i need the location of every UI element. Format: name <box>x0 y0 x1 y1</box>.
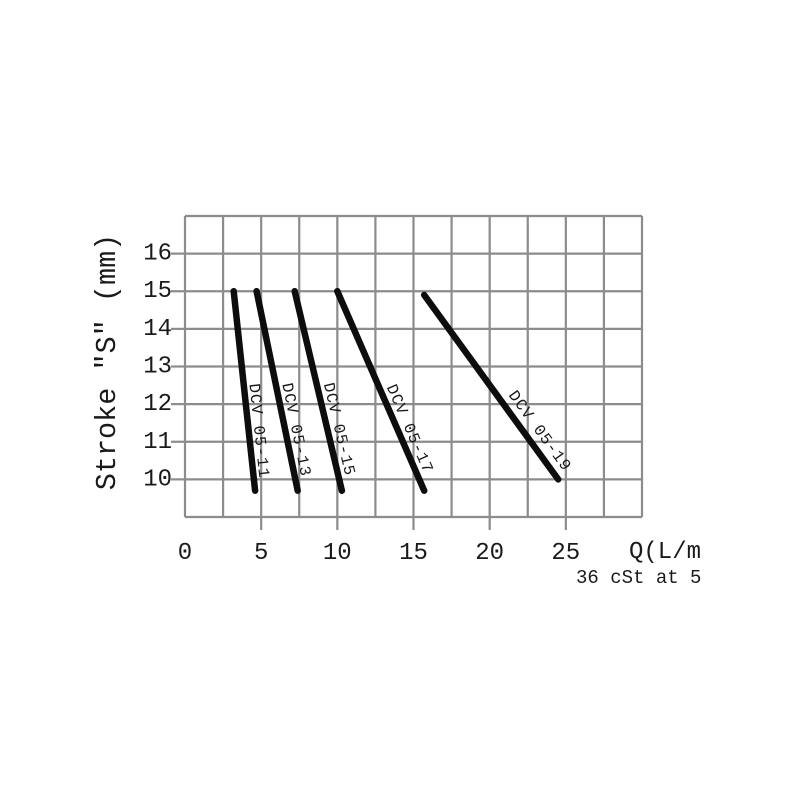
svg-text:10: 10 <box>143 466 172 493</box>
svg-text:Stroke "S" (mm): Stroke "S" (mm) <box>91 234 124 491</box>
svg-text:10: 10 <box>323 540 352 567</box>
svg-text:25: 25 <box>551 540 580 567</box>
svg-text:36 cSt at 5: 36 cSt at 5 <box>576 567 701 589</box>
svg-text:Q(L/m: Q(L/m <box>629 539 701 566</box>
svg-text:15: 15 <box>143 278 172 305</box>
svg-text:DCV 05-19: DCV 05-19 <box>504 387 575 475</box>
svg-text:11: 11 <box>143 429 172 456</box>
svg-text:13: 13 <box>143 354 172 381</box>
svg-text:20: 20 <box>475 540 504 567</box>
svg-text:0: 0 <box>178 540 192 567</box>
svg-text:14: 14 <box>143 316 172 343</box>
svg-text:12: 12 <box>143 391 172 418</box>
svg-text:16: 16 <box>143 241 172 268</box>
svg-text:5: 5 <box>254 540 268 567</box>
svg-text:15: 15 <box>399 540 428 567</box>
